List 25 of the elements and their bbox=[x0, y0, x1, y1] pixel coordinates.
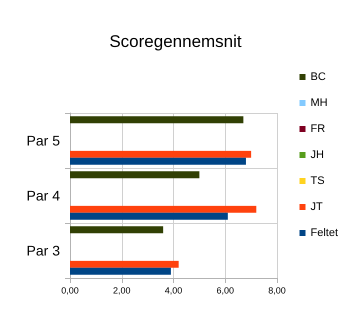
bar bbox=[70, 268, 171, 275]
legend-label: JH bbox=[310, 149, 324, 161]
legend-label: TS bbox=[310, 175, 325, 187]
legend-label: JT bbox=[310, 201, 323, 213]
bar bbox=[70, 158, 246, 165]
bar bbox=[70, 116, 244, 124]
bar bbox=[70, 212, 228, 220]
legend-label: FR bbox=[310, 123, 326, 135]
x-tick-label: 8,00 bbox=[268, 286, 286, 296]
x-tick-label: 6,00 bbox=[216, 286, 234, 296]
chart-title: Scoregennemsnit bbox=[109, 32, 242, 51]
legend-label: Feltet bbox=[310, 227, 338, 239]
x-tick-label: 0,00 bbox=[61, 286, 79, 296]
bar bbox=[70, 150, 252, 158]
y-tick-label: Par 5 bbox=[26, 132, 60, 148]
bar bbox=[70, 206, 256, 213]
y-tick-label: Par 3 bbox=[26, 242, 60, 258]
x-tick-label: 4,00 bbox=[164, 286, 182, 296]
bar bbox=[70, 171, 200, 178]
bar bbox=[70, 260, 179, 268]
legend-label: BC bbox=[310, 71, 326, 83]
x-tick-label: 2,00 bbox=[112, 286, 131, 296]
legend-label: MH bbox=[310, 97, 328, 109]
bar bbox=[70, 226, 164, 234]
y-tick-label: Par 4 bbox=[26, 188, 60, 204]
